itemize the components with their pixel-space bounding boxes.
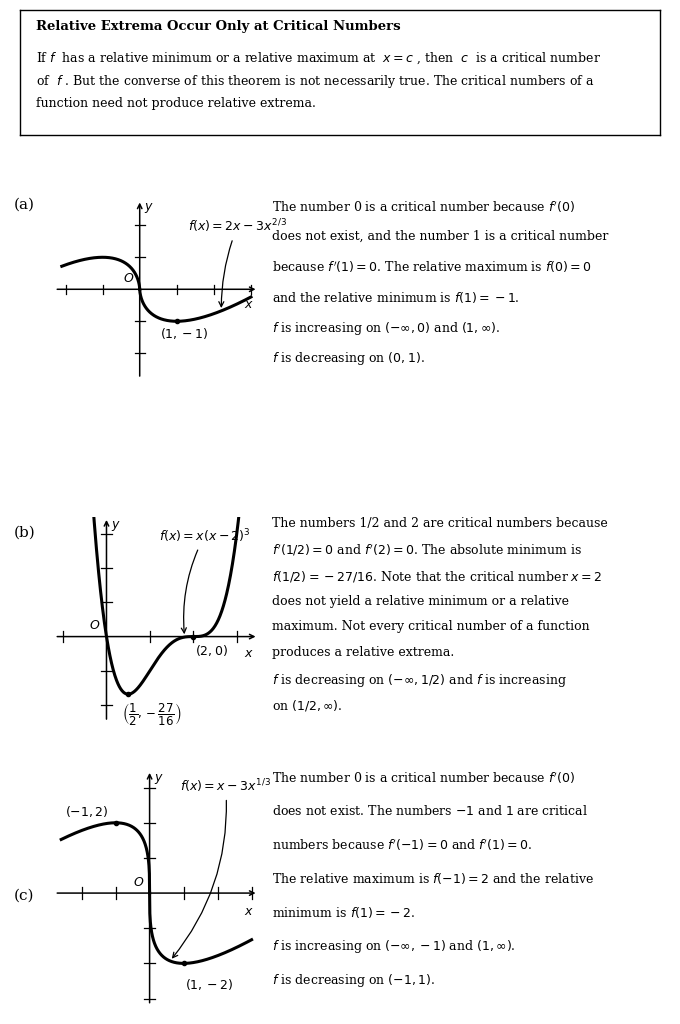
- Text: $f(x) = x(x-2)^3$: $f(x) = x(x-2)^3$: [158, 527, 250, 633]
- Text: $x$: $x$: [245, 647, 254, 659]
- Text: The numbers 1/2 and 2 are critical numbers because: The numbers 1/2 and 2 are critical numbe…: [272, 517, 608, 530]
- Text: $f(x) = x - 3x^{1/3}$: $f(x) = x - 3x^{1/3}$: [173, 777, 271, 957]
- Text: $y$: $y$: [111, 519, 120, 534]
- Text: does not exist, and the number 1 is a critical number: does not exist, and the number 1 is a cr…: [272, 229, 609, 243]
- Text: $x$: $x$: [245, 298, 254, 311]
- Text: because $f'(1) = 0$. The relative maximum is $f(0) = 0$: because $f'(1) = 0$. The relative maximu…: [272, 260, 592, 275]
- Text: The relative maximum is $f(-1) = 2$ and the relative: The relative maximum is $f(-1) = 2$ and …: [272, 871, 594, 886]
- Text: The number 0 is a critical number because $f'(0)$: The number 0 is a critical number becaus…: [272, 200, 575, 215]
- Text: $O$: $O$: [123, 272, 134, 286]
- Text: $(-1,2)$: $(-1,2)$: [65, 804, 108, 819]
- Text: $f(1/2) = -27/16$. Note that the critical number $x = 2$: $f(1/2) = -27/16$. Note that the critica…: [272, 568, 602, 584]
- Text: $(1,-2)$: $(1,-2)$: [185, 978, 234, 992]
- Text: $(1,-1)$: $(1,-1)$: [160, 326, 209, 341]
- Text: $(2,0)$: $(2,0)$: [195, 643, 228, 657]
- Text: does not yield a relative minimum or a relative: does not yield a relative minimum or a r…: [272, 595, 569, 607]
- Text: $f$ is decreasing on $(0,1)$.: $f$ is decreasing on $(0,1)$.: [272, 350, 425, 368]
- Text: $f$ is decreasing on $(-1,1)$.: $f$ is decreasing on $(-1,1)$.: [272, 972, 435, 989]
- Text: produces a relative extrema.: produces a relative extrema.: [272, 646, 454, 659]
- Text: on $(1/2,\infty)$.: on $(1/2,\infty)$.: [272, 697, 343, 713]
- Text: $f$ is increasing on $(-\infty,0)$ and $(1,\infty)$.: $f$ is increasing on $(-\infty,0)$ and $…: [272, 321, 500, 337]
- Text: $O$: $O$: [133, 876, 144, 889]
- Text: $\left(\dfrac{1}{2},-\dfrac{27}{16}\right)$: $\left(\dfrac{1}{2},-\dfrac{27}{16}\righ…: [122, 701, 182, 727]
- Text: $f$ is decreasing on $(-\infty,1/2)$ and $f$ is increasing: $f$ is decreasing on $(-\infty,1/2)$ and…: [272, 672, 567, 689]
- Text: $O$: $O$: [88, 620, 100, 633]
- Text: $y$: $y$: [143, 202, 154, 215]
- Text: (b): (b): [14, 525, 35, 540]
- Text: numbers because $f'(-1) = 0$ and $f'(1) = 0$.: numbers because $f'(-1) = 0$ and $f'(1) …: [272, 838, 532, 853]
- Text: If $f$  has a relative minimum or a relative maximum at  $x = c$ , then  $c$  is: If $f$ has a relative minimum or a relat…: [37, 50, 602, 110]
- Text: does not exist. The numbers $-1$ and $1$ are critical: does not exist. The numbers $-1$ and $1$…: [272, 804, 588, 818]
- Text: and the relative minimum is $f(1) = -1$.: and the relative minimum is $f(1) = -1$.: [272, 290, 520, 305]
- Text: $f'(1/2) = 0$ and $f'(2) = 0$. The absolute minimum is: $f'(1/2) = 0$ and $f'(2) = 0$. The absol…: [272, 543, 582, 558]
- Text: maximum. Not every critical number of a function: maximum. Not every critical number of a …: [272, 621, 590, 633]
- Text: The number 0 is a critical number because $f'(0)$: The number 0 is a critical number becaus…: [272, 770, 575, 785]
- Text: $f$ is increasing on $(-\infty,-1)$ and $(1,\infty)$.: $f$ is increasing on $(-\infty,-1)$ and …: [272, 938, 515, 955]
- Text: $x$: $x$: [245, 905, 254, 918]
- Text: $f(x) = 2x - 3x^{2/3}$: $f(x) = 2x - 3x^{2/3}$: [188, 218, 287, 307]
- Text: Relative Extrema Occur Only at Critical Numbers: Relative Extrema Occur Only at Critical …: [37, 20, 401, 33]
- Text: minimum is $f(1) = -2$.: minimum is $f(1) = -2$.: [272, 905, 415, 920]
- Text: (c): (c): [14, 889, 34, 903]
- Text: $y$: $y$: [154, 772, 163, 786]
- Text: (a): (a): [14, 198, 35, 212]
